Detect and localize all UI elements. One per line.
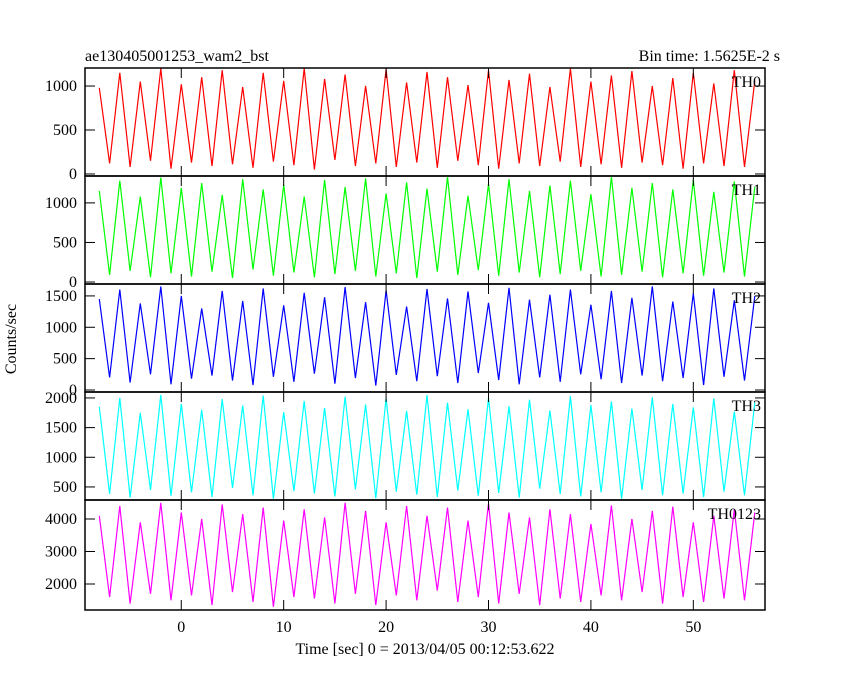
series-line	[98, 176, 756, 279]
y-tick-label: 0	[69, 166, 77, 183]
y-tick-label: 2000	[45, 390, 77, 407]
y-tick-label: 1000	[45, 195, 77, 212]
x-tick-label: 20	[378, 619, 394, 636]
panel-frame	[84, 499, 766, 611]
series-line	[98, 68, 756, 170]
y-tick-label: 500	[53, 122, 77, 139]
x-axis-label: Time [sec] 0 = 2013/04/05 00:12:53.622	[295, 641, 554, 658]
series-label: TH0123	[708, 506, 761, 523]
y-tick-label: 4000	[45, 511, 77, 528]
chart-subtitle: Bin time: 1.5625E-2 s	[639, 48, 780, 65]
x-tick-label: 10	[276, 619, 292, 636]
series-label: TH1	[732, 182, 761, 199]
y-tick-label: 1000	[45, 78, 77, 95]
y-tick-label: 2000	[45, 576, 77, 593]
y-tick-label: 1500	[45, 420, 77, 437]
y-tick-label: 0	[69, 274, 77, 291]
series-label: TH2	[732, 290, 761, 307]
y-tick-label: 1000	[45, 449, 77, 466]
series-line	[98, 502, 756, 607]
series-label: TH0	[732, 74, 761, 91]
chart-title: ae130405001253_wam2_bst	[85, 48, 270, 65]
series-line	[98, 394, 756, 499]
y-tick-label: 1500	[45, 288, 77, 305]
y-tick-label: 3000	[45, 544, 77, 561]
y-tick-label: 0	[69, 382, 77, 399]
y-tick-label: 500	[53, 234, 77, 251]
x-tick-label: 30	[480, 619, 496, 636]
y-tick-label: 1000	[45, 319, 77, 336]
panel-frame	[84, 391, 766, 501]
y-tick-label: 500	[53, 479, 77, 496]
series-label: TH3	[732, 398, 761, 415]
series-line	[98, 286, 756, 386]
y-tick-label: 500	[53, 351, 77, 368]
panel-frame	[84, 175, 766, 285]
y-axis-label: Counts/sec	[3, 304, 20, 374]
x-tick-label: 50	[685, 619, 701, 636]
x-tick-label: 40	[583, 619, 599, 636]
x-tick-label: 0	[177, 619, 185, 636]
